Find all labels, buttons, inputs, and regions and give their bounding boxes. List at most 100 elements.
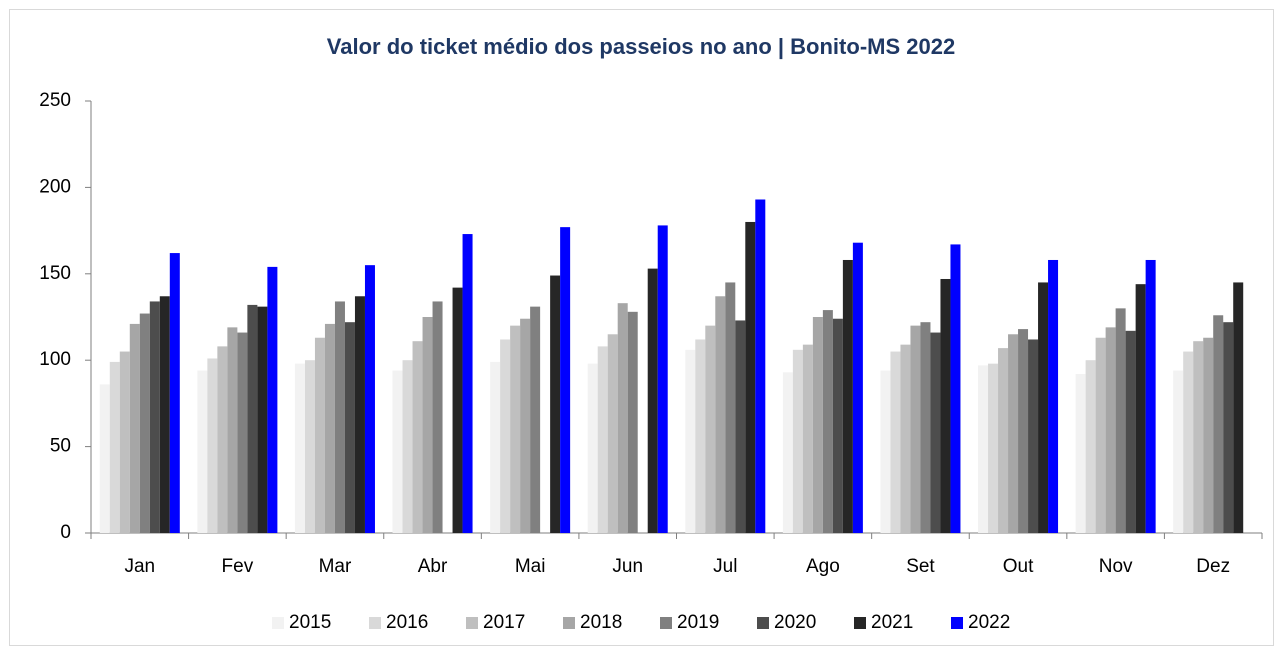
bar	[560, 227, 571, 534]
bar	[988, 363, 999, 533]
bar	[129, 323, 140, 533]
x-tick-label: Jul	[713, 556, 737, 577]
bar	[207, 358, 218, 533]
bar	[1075, 374, 1086, 533]
bar	[267, 266, 278, 533]
bar	[1213, 315, 1224, 533]
bar	[735, 320, 746, 533]
bar	[657, 225, 668, 533]
bar	[1048, 259, 1059, 533]
bar	[880, 370, 891, 533]
bar	[530, 306, 541, 533]
legend-label: 2019	[677, 612, 719, 633]
bar	[597, 346, 608, 533]
x-tick-label: Fev	[222, 556, 254, 577]
legend-label: 2020	[774, 612, 816, 633]
bar	[832, 318, 843, 533]
x-tick-label: Nov	[1099, 556, 1133, 577]
bar	[920, 322, 931, 533]
legend-swatch	[466, 617, 478, 629]
y-tick-label: 200	[39, 176, 71, 197]
bar	[822, 310, 833, 533]
x-tick-label: Jun	[612, 556, 643, 577]
bar	[1038, 282, 1049, 533]
legend-swatch	[854, 617, 866, 629]
bar	[354, 296, 365, 533]
bar	[139, 313, 150, 533]
legend-label: 2017	[483, 612, 525, 633]
y-tick-label: 50	[50, 436, 71, 457]
legend-label: 2021	[871, 612, 913, 633]
bar	[755, 199, 766, 533]
bar	[334, 301, 345, 533]
bar	[109, 361, 120, 533]
x-tick-label: Jan	[124, 556, 155, 577]
bar	[950, 244, 961, 533]
bar	[197, 370, 208, 533]
bar	[1008, 334, 1019, 533]
bar	[852, 242, 863, 534]
bar	[1193, 341, 1204, 533]
bar	[607, 334, 618, 533]
bar	[294, 363, 305, 533]
bar	[490, 361, 501, 533]
bar	[978, 365, 989, 533]
x-tick-label: Out	[1003, 556, 1034, 577]
bar	[257, 306, 268, 533]
bar	[304, 360, 315, 533]
bar	[1115, 308, 1126, 533]
legend-swatch	[369, 617, 381, 629]
bar	[510, 325, 521, 533]
bar	[1173, 370, 1184, 533]
bar	[1135, 284, 1146, 533]
legend-swatch	[660, 617, 672, 629]
bar	[627, 311, 638, 533]
x-tick-label: Mai	[515, 556, 546, 577]
x-tick-label: Ago	[806, 556, 840, 577]
bar	[695, 339, 706, 533]
bar	[1233, 282, 1244, 533]
bar	[119, 351, 130, 533]
legend-swatch	[563, 617, 575, 629]
bar	[802, 344, 813, 533]
bar	[940, 278, 951, 533]
bar	[1085, 360, 1096, 533]
legend-swatch	[951, 617, 963, 629]
bar	[647, 268, 658, 533]
x-tick-label: Set	[906, 556, 935, 577]
bar	[890, 351, 901, 533]
bar	[1203, 337, 1214, 533]
chart-title: Valor do ticket médio dos passeios no an…	[327, 34, 955, 59]
bar	[1028, 339, 1039, 533]
bar	[314, 337, 325, 533]
x-tick-label: Dez	[1196, 556, 1230, 577]
bar	[1183, 351, 1194, 533]
bar	[402, 360, 413, 533]
bar	[462, 234, 473, 533]
y-tick-label: 150	[39, 263, 71, 284]
bar	[1223, 322, 1234, 533]
bar	[1145, 259, 1156, 533]
bar	[392, 370, 403, 533]
bar	[1018, 329, 1029, 533]
x-tick-label: Abr	[418, 556, 448, 577]
bar	[910, 325, 921, 533]
legend-label: 2018	[580, 612, 622, 633]
bar	[412, 341, 423, 533]
bar	[1125, 330, 1136, 533]
bar	[745, 221, 756, 533]
bar	[324, 323, 335, 533]
bar	[550, 275, 561, 533]
bar	[432, 301, 443, 533]
bar	[685, 349, 696, 533]
bar	[247, 304, 258, 533]
bar	[364, 265, 375, 533]
legend-label: 2015	[289, 612, 331, 633]
bar	[782, 372, 793, 533]
y-tick-label: 100	[39, 349, 71, 370]
legend-label: 2022	[968, 612, 1010, 633]
bar	[500, 339, 511, 533]
bar	[227, 327, 238, 533]
y-tick-label: 250	[39, 90, 71, 111]
